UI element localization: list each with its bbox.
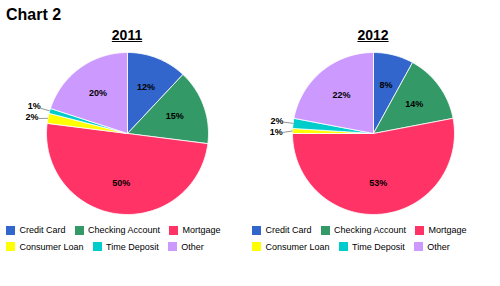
- svg-text:2%: 2%: [26, 112, 39, 122]
- html-text:Credit Card: Credit Card: [19, 225, 66, 236]
- svg-text:12%: 12%: [137, 82, 155, 92]
- html-text:Chart 2: Chart 2: [6, 6, 62, 23]
- svg-text:14%: 14%: [405, 99, 423, 109]
- html-text:Time Deposit: Time Deposit: [106, 241, 159, 252]
- html-text:Mortgage: Mortgage: [182, 225, 221, 236]
- svg-text:20%: 20%: [89, 88, 107, 98]
- html-text:2012: 2012: [357, 27, 389, 43]
- html-text:Time Deposit: Time Deposit: [352, 241, 405, 252]
- svg-text:2%: 2%: [271, 116, 284, 126]
- html-text:Mortgage: Mortgage: [428, 225, 467, 236]
- html-text:Consumer Loan: Consumer Loan: [19, 241, 84, 252]
- html-text:Checking Account: Checking Account: [88, 225, 161, 236]
- svg-text:1%: 1%: [28, 101, 41, 111]
- html-text:2011: 2011: [111, 27, 143, 43]
- html-text:Other: Other: [427, 241, 450, 252]
- html-text:Credit Card: Credit Card: [265, 225, 312, 236]
- svg-text:50%: 50%: [112, 178, 130, 188]
- html-text:Checking Account: Checking Account: [334, 225, 407, 236]
- svg-text:22%: 22%: [332, 90, 350, 100]
- svg-text:53%: 53%: [369, 178, 387, 188]
- html-text:Other: Other: [181, 241, 204, 252]
- svg-text:8%: 8%: [379, 80, 392, 90]
- svg-text:1%: 1%: [270, 127, 283, 137]
- html-text:Consumer Loan: Consumer Loan: [265, 241, 330, 252]
- svg-text:15%: 15%: [166, 111, 184, 121]
